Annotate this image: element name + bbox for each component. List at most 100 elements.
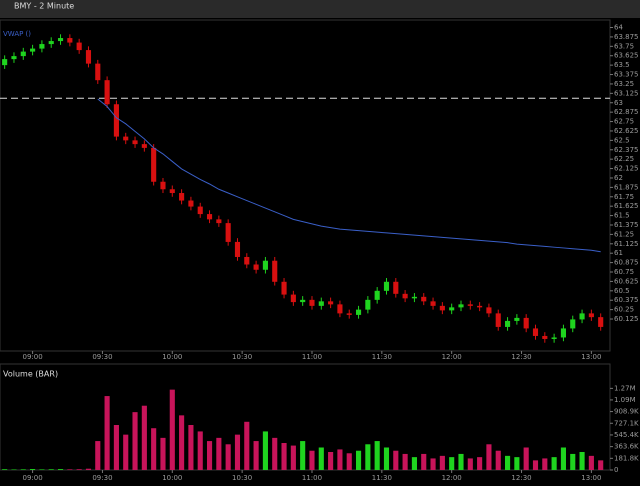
vwap-line — [97, 98, 601, 253]
candle-body — [234, 241, 241, 257]
candle-body — [383, 281, 390, 291]
volume-bar — [39, 469, 45, 470]
volume-bar — [579, 452, 585, 470]
x-tick-label: 11:00 — [302, 474, 322, 482]
candle-body — [504, 320, 511, 327]
x-tick-label: 12:00 — [442, 353, 462, 361]
candle-body — [365, 299, 371, 310]
y-tick-label: 363.6K — [614, 443, 639, 451]
candle-body — [151, 147, 157, 182]
toolbar — [0, 0, 640, 18]
candle-body — [542, 335, 548, 339]
candle-body — [179, 193, 185, 201]
volume-title: Volume (BAR) — [3, 370, 58, 379]
volume-bar — [206, 441, 213, 470]
volume-bar — [76, 469, 82, 470]
candle-body — [290, 294, 296, 303]
volume-bar — [309, 450, 315, 470]
volume-bar — [318, 447, 324, 470]
y-tick-label: 62.5 — [614, 136, 630, 144]
x-tick-label: 10:30 — [232, 474, 252, 482]
volume-bar — [234, 434, 241, 470]
x-tick-label: 09:30 — [92, 353, 112, 361]
candle-body — [393, 281, 399, 294]
volume-bar — [188, 425, 194, 470]
x-tick-label: 12:00 — [442, 474, 462, 482]
volume-bar — [290, 445, 296, 470]
volume-bar — [123, 434, 129, 470]
volume-bar — [411, 457, 417, 470]
volume-bar — [253, 441, 259, 470]
x-tick-label: 10:00 — [162, 353, 182, 361]
y-tick-label: 61.25 — [614, 230, 634, 238]
x-tick-label: 09:00 — [23, 353, 43, 361]
volume-bar — [504, 455, 511, 470]
volume-bar — [300, 441, 306, 470]
volume-bar — [11, 469, 17, 470]
volume-bar — [2, 469, 8, 470]
candle-body — [439, 305, 445, 311]
volume-bar — [402, 453, 408, 470]
volume-bar — [560, 447, 566, 470]
candle-body — [598, 317, 604, 327]
candle-body — [67, 38, 73, 43]
candle-body — [225, 223, 231, 242]
x-tick-label: 13:00 — [581, 353, 601, 361]
volume-bar — [169, 389, 175, 470]
y-tick-label: 61.625 — [614, 202, 639, 210]
y-tick-label: 727.1K — [614, 419, 639, 427]
candle-body — [523, 317, 529, 329]
candle-body — [355, 309, 362, 315]
x-tick-label: 11:00 — [302, 353, 322, 361]
y-tick-label: 60.375 — [614, 296, 639, 304]
volume-bar — [141, 405, 147, 470]
volume-bar — [328, 452, 334, 470]
volume-bar — [48, 469, 54, 470]
candle-body — [113, 104, 119, 137]
volume-bar — [272, 437, 278, 470]
y-tick-label: 63.25 — [614, 80, 634, 88]
y-tick-label: 62 — [614, 174, 623, 182]
candle-body — [532, 328, 539, 336]
y-tick-label: 62.25 — [614, 155, 634, 163]
volume-bar — [179, 415, 185, 470]
volume-bar — [95, 441, 101, 470]
volume-bar — [523, 447, 529, 470]
candle-body — [579, 313, 585, 320]
y-tick-label: 62.375 — [614, 146, 639, 154]
y-tick-label: 61 — [614, 249, 623, 257]
volume-bar — [477, 457, 483, 470]
volume-bar — [244, 421, 250, 470]
volume-bar — [365, 444, 371, 470]
candle-body — [411, 296, 417, 299]
candle-body — [486, 307, 492, 314]
candle-body — [95, 63, 101, 81]
volume-bar — [216, 437, 222, 470]
y-tick-label: 0 — [614, 466, 618, 474]
candle-body — [430, 301, 436, 306]
candle-body — [337, 304, 343, 314]
candle-body — [300, 299, 306, 303]
y-tick-label: 63 — [614, 99, 623, 107]
volume-bar — [383, 447, 390, 470]
candle-body — [421, 296, 427, 302]
volume-bar — [430, 458, 436, 470]
y-tick-label: 62.875 — [614, 108, 639, 116]
candle-body — [197, 206, 203, 215]
y-tick-label: 63.625 — [614, 52, 639, 60]
candle-body — [30, 48, 36, 52]
y-tick-label: 545.4K — [614, 431, 639, 439]
candle-body — [560, 328, 566, 338]
volume-bar — [467, 458, 473, 470]
candle-body — [20, 51, 26, 57]
y-tick-label: 1.09M — [614, 396, 636, 404]
volume-bar — [160, 437, 166, 470]
candle-body — [104, 80, 110, 105]
y-tick-label: 62.125 — [614, 165, 639, 173]
candle-body — [309, 299, 315, 306]
volume-bar — [30, 469, 36, 470]
volume-bar — [262, 431, 268, 470]
candle-body — [123, 136, 129, 141]
y-tick-label: 63.375 — [614, 71, 639, 79]
